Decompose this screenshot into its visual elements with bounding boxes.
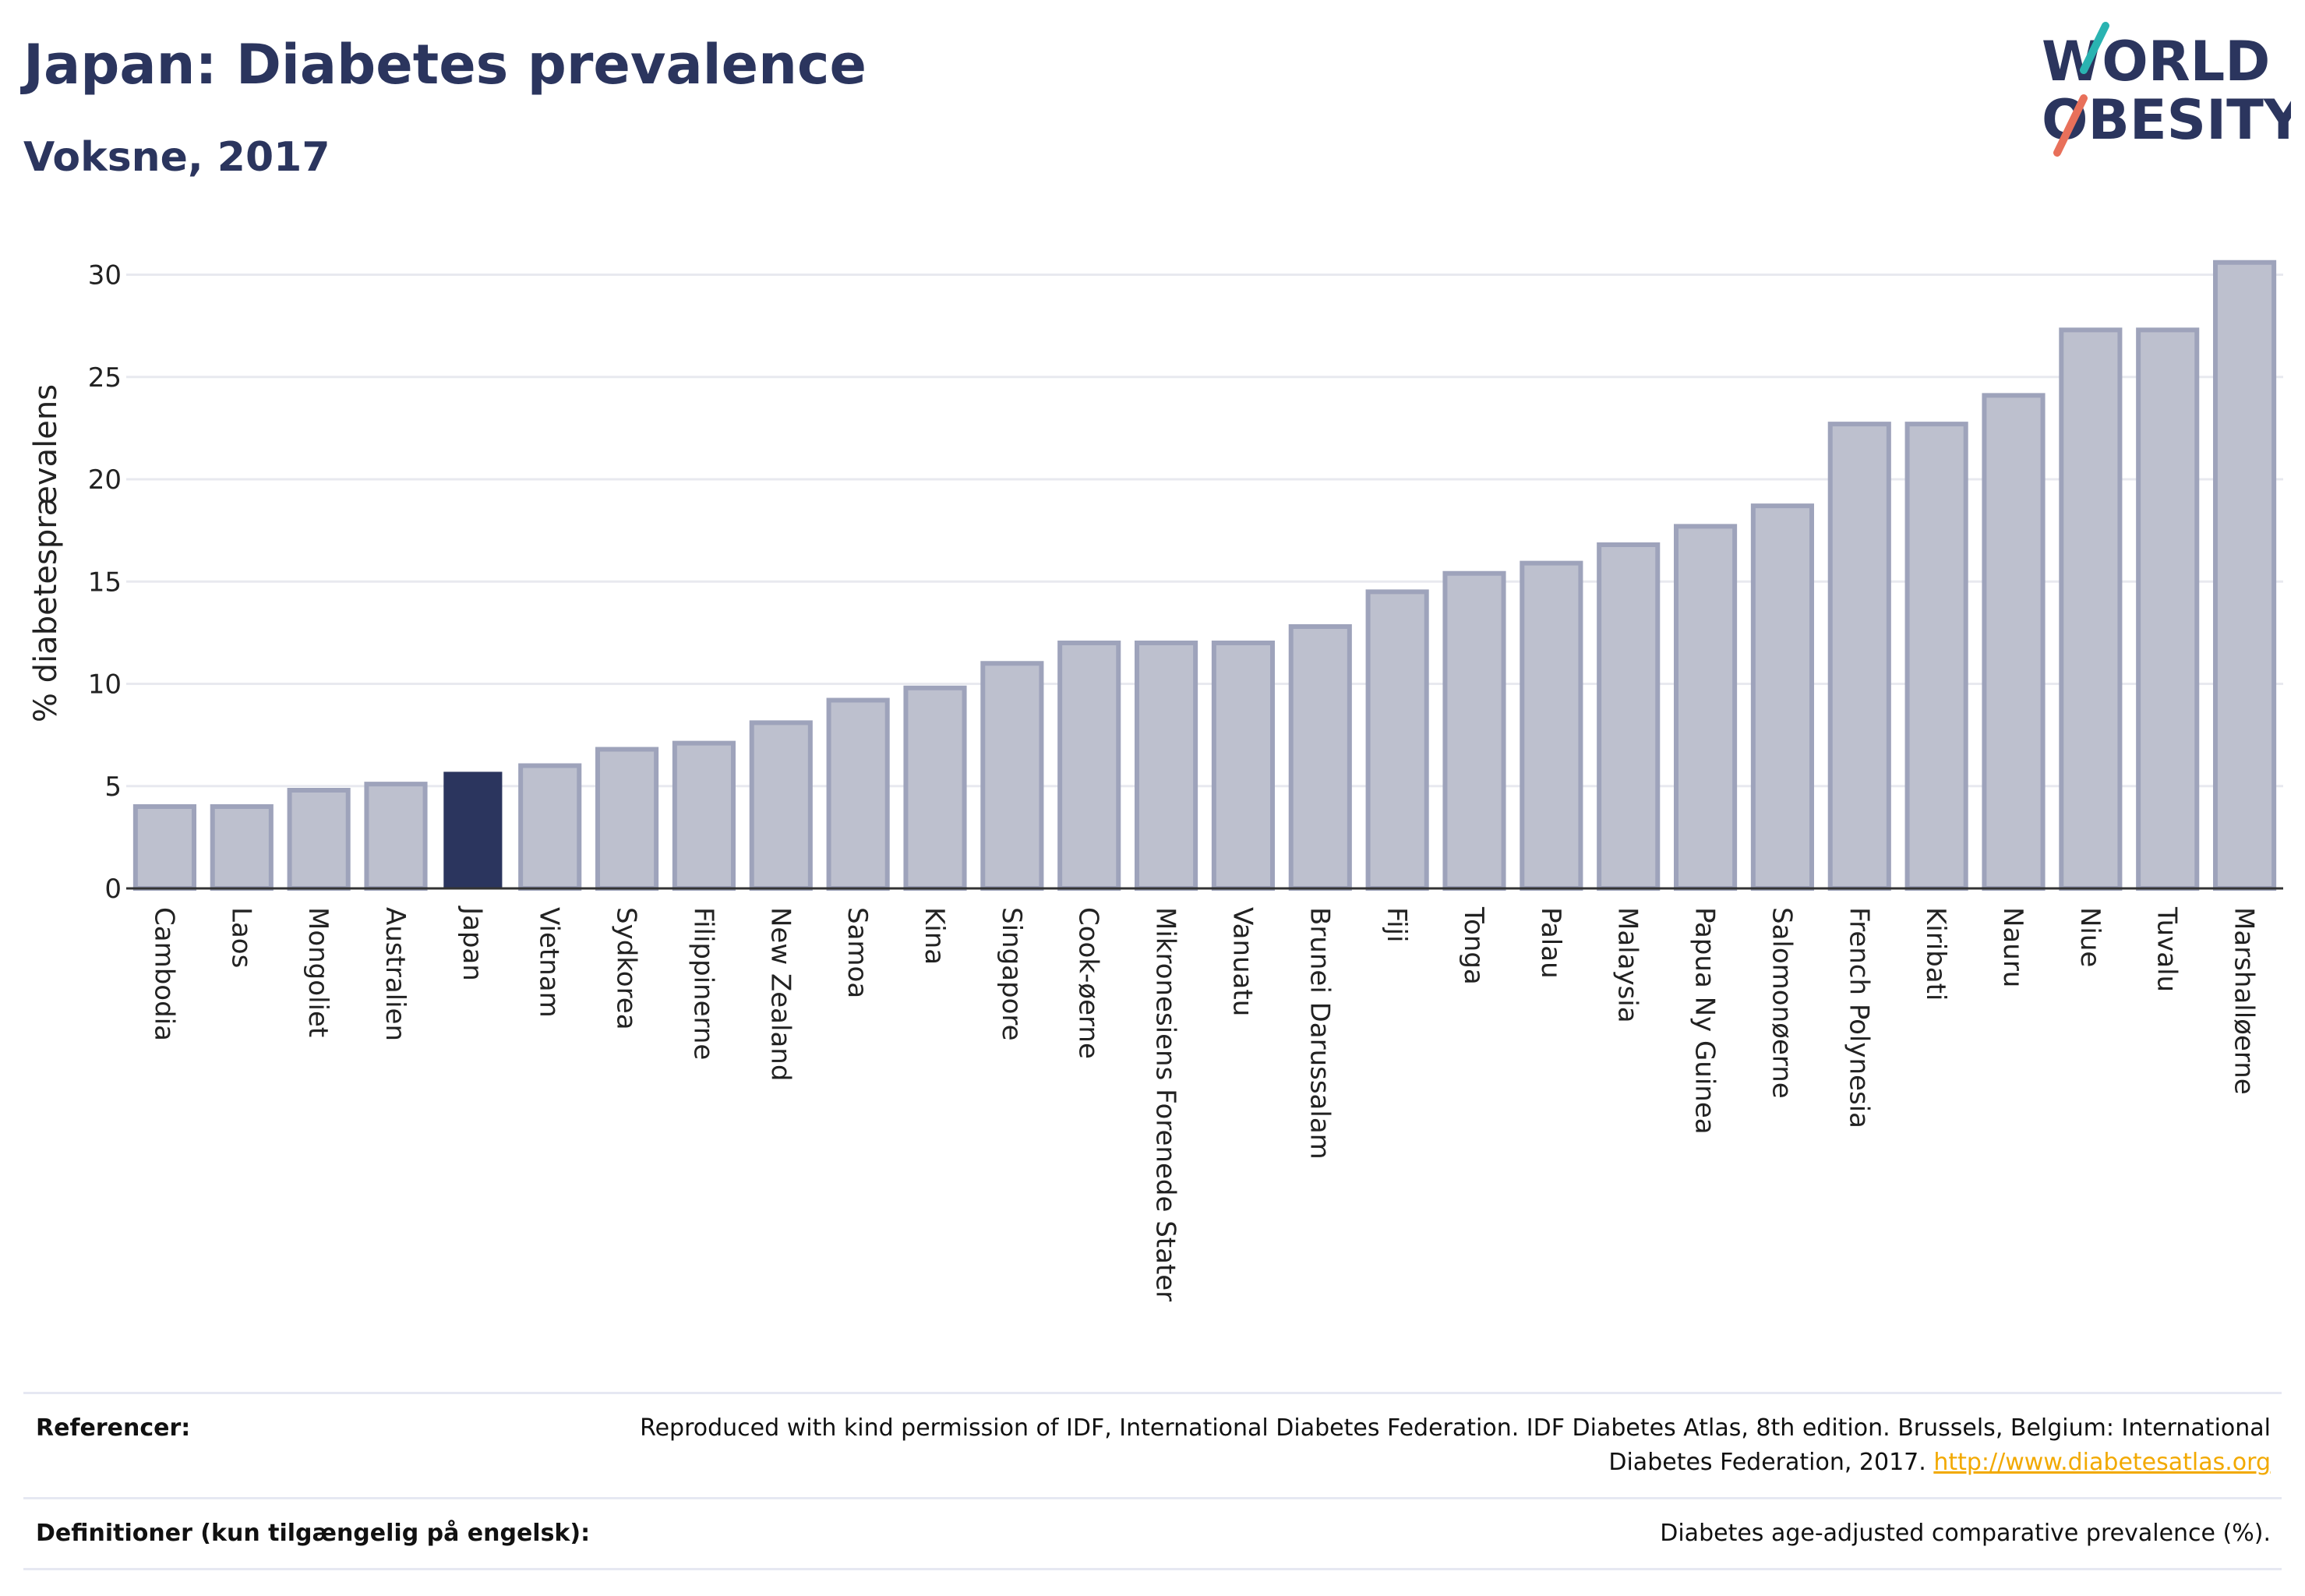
bar-vietnam[interactable] [518, 763, 582, 891]
logo-slash-top [2080, 22, 2109, 74]
bar-samoa[interactable] [826, 697, 890, 891]
bar-filippinerne[interactable] [672, 740, 736, 891]
bar-tonga[interactable] [1442, 570, 1506, 891]
x-tick-label: Mongoliet [302, 907, 334, 1037]
x-tick-label: New Zealand [764, 907, 796, 1081]
x-tick-label: Salomonøerne [1766, 907, 1797, 1099]
x-tick-label: Laos [225, 907, 256, 968]
world-obesity-logo[interactable]: WORLD OBESITY [2026, 22, 2304, 162]
x-tick-label: Niue [2074, 907, 2106, 967]
x-tick-label: Kina [919, 907, 950, 965]
x-tick-label: French Polynesia [1843, 907, 1874, 1128]
bar-cook-øerne[interactable] [1057, 641, 1121, 891]
x-tick-label: Nauru [1997, 907, 2028, 987]
bar-marshalløerne[interactable] [2213, 260, 2277, 891]
bar-fiji[interactable] [1365, 589, 1429, 891]
x-tick-label: Palau [1535, 907, 1566, 979]
bar-brunei-darussalam[interactable] [1288, 624, 1352, 891]
bar-australien[interactable] [364, 782, 428, 891]
definitions-row: Definitioner (kun tilgængelig på engelsk… [23, 1497, 2282, 1570]
x-tick-label: Tuvalu [2151, 906, 2183, 992]
bar-cambodia[interactable] [132, 804, 196, 891]
bar-french-polynesia[interactable] [1827, 422, 1891, 891]
bar-papua-ny-guinea[interactable] [1674, 524, 1738, 891]
chart-title: Japan: Diabetes prevalence [23, 33, 867, 97]
x-tick-label: Singapore [996, 907, 1027, 1041]
bar-mikronesiens-forenede-stater[interactable] [1135, 641, 1198, 891]
x-tick-label: Filippinerne [687, 907, 718, 1060]
x-tick-label: Brunei Darussalam [1304, 907, 1335, 1160]
bar-kina[interactable] [903, 685, 967, 891]
x-tick-label: Kiribati [1920, 907, 1951, 1001]
bar-chart: 0 5 10 15 20 25 30 Cambodia Laos Mongoliet Austral… [28, 260, 2283, 1301]
y-tick-label: 25 [88, 362, 122, 394]
bar-japan[interactable] [443, 772, 503, 888]
x-tick-label: Tonga [1458, 906, 1489, 985]
bar-nauru[interactable] [1982, 393, 2046, 891]
y-tick-label: 5 [104, 772, 122, 803]
bar-tuvalu[interactable] [2136, 327, 2200, 891]
x-tick-label: Malaysia [1612, 907, 1643, 1023]
chart-subtitle: Voksne, 2017 [23, 134, 330, 181]
x-tick-label: Vietnam [534, 907, 565, 1018]
y-tick-label: 15 [88, 567, 122, 598]
logo-slash-bottom [2053, 94, 2088, 157]
x-tick-label: Fiji [1381, 907, 1412, 942]
logo-graphic: WORLD OBESITY [2042, 22, 2304, 157]
references-row: Referencer: Reproduced with kind permiss… [23, 1392, 2282, 1497]
footer-table: Referencer: Reproduced with kind permiss… [23, 1392, 2282, 1570]
x-tick-label: Papua Ny Guinea [1689, 907, 1721, 1135]
bars [132, 260, 2277, 891]
x-tick-label: Cambodia [148, 907, 179, 1041]
bar-laos[interactable] [210, 804, 274, 891]
definitions-label: Definitioner (kun tilgængelig på engelsk… [36, 1520, 591, 1547]
x-tick-label: Mikronesiens Forenede Stater [1150, 907, 1181, 1301]
bar-sydkorea[interactable] [595, 747, 659, 891]
x-tick-label: Australien [379, 907, 411, 1041]
y-tick-label: 30 [88, 260, 122, 291]
references-text: Reproduced with kind permission of IDF, … [640, 1414, 2271, 1476]
bar-salomonøerne[interactable] [1750, 503, 1814, 891]
y-tick-label: 20 [88, 464, 122, 496]
x-tick-label: Cook-øerne [1073, 907, 1104, 1059]
x-tick-label: Sydkorea [611, 907, 642, 1030]
x-tick-label: Marshalløerne [2229, 907, 2260, 1095]
chart-canvas: 0 5 10 15 20 25 30 Cambodia Laos Mongoliet Austral… [28, 260, 2283, 1301]
x-tick-label: Vanuatu [1227, 907, 1258, 1016]
bar-niue[interactable] [2059, 327, 2123, 891]
bar-palau[interactable] [1520, 560, 1583, 891]
y-tick-label: 10 [88, 669, 122, 701]
axes: 0 5 10 15 20 25 30 Cambodia Laos Mongoliet Austral… [88, 260, 2283, 1301]
references-value: Reproduced with kind permission of IDF, … [634, 1411, 2271, 1480]
logo-line1: WORLD [2042, 30, 2270, 94]
definitions-value: Diabetes age-adjusted comparative preval… [1660, 1520, 2271, 1547]
y-axis-label: % diabetesprævalens [28, 384, 64, 722]
bar-kiribati[interactable] [1904, 422, 1968, 891]
references-label: Referencer: [36, 1414, 191, 1442]
bar-singapore[interactable] [980, 661, 1044, 891]
diabetes-atlas-link[interactable]: http://www.diabetesatlas.org [1933, 1449, 2271, 1476]
bar-mongoliet[interactable] [287, 788, 351, 891]
x-tick-label: Japan [457, 906, 488, 981]
x-tick-label: Samoa [842, 907, 873, 998]
bar-malaysia[interactable] [1597, 542, 1661, 891]
bar-vanuatu[interactable] [1211, 641, 1275, 891]
bar-new-zealand[interactable] [749, 720, 813, 891]
y-tick-label: 0 [104, 874, 122, 905]
